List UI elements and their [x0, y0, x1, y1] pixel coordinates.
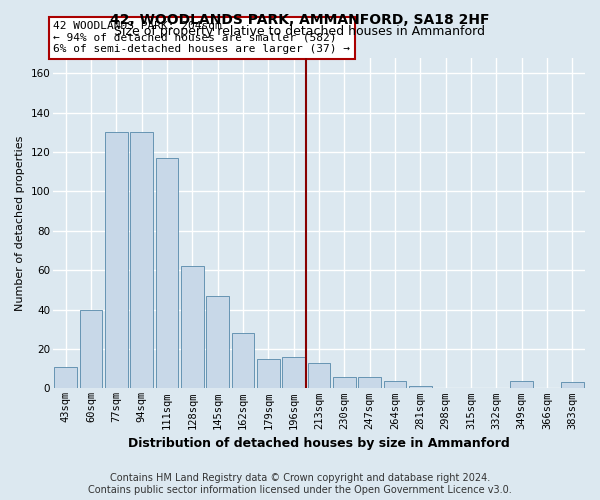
Bar	[257, 359, 280, 388]
X-axis label: Distribution of detached houses by size in Ammanford: Distribution of detached houses by size …	[128, 437, 510, 450]
Text: 42 WOODLANDS PARK: 204sqm
← 94% of detached houses are smaller (582)
6% of semi-: 42 WOODLANDS PARK: 204sqm ← 94% of detac…	[53, 21, 350, 54]
Bar	[105, 132, 128, 388]
Bar	[283, 357, 305, 388]
Bar	[155, 158, 178, 388]
Bar	[561, 382, 584, 388]
Bar	[206, 296, 229, 388]
Bar	[55, 366, 77, 388]
Bar	[409, 386, 432, 388]
Y-axis label: Number of detached properties: Number of detached properties	[15, 136, 25, 310]
Text: Contains HM Land Registry data © Crown copyright and database right 2024.
Contai: Contains HM Land Registry data © Crown c…	[88, 474, 512, 495]
Bar	[232, 333, 254, 388]
Text: Size of property relative to detached houses in Ammanford: Size of property relative to detached ho…	[115, 25, 485, 38]
Text: 42, WOODLANDS PARK, AMMANFORD, SA18 2HF: 42, WOODLANDS PARK, AMMANFORD, SA18 2HF	[110, 12, 490, 26]
Bar	[130, 132, 153, 388]
Bar	[510, 380, 533, 388]
Bar	[383, 380, 406, 388]
Bar	[80, 310, 103, 388]
Bar	[308, 363, 331, 388]
Bar	[333, 376, 356, 388]
Bar	[358, 376, 381, 388]
Bar	[181, 266, 204, 388]
